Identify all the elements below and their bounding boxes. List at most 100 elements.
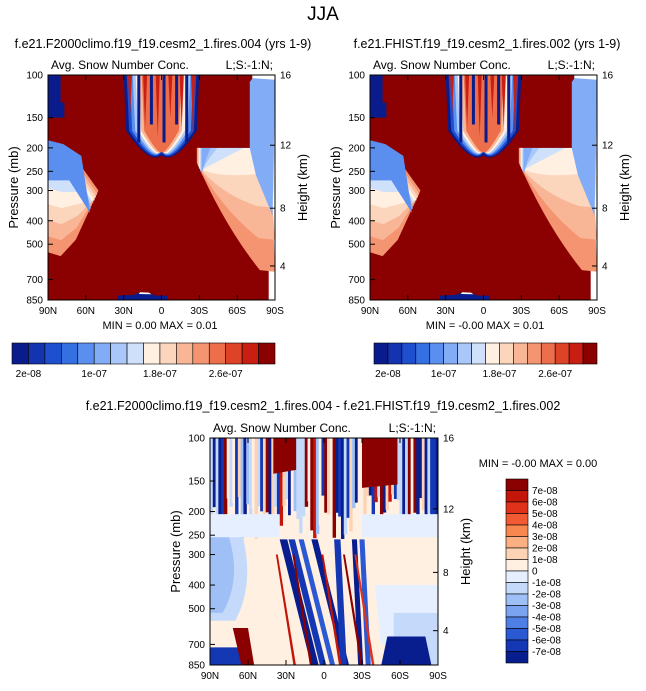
variable-label: Avg. Snow Number Conc.	[373, 58, 511, 72]
colorbar-swatch	[44, 342, 62, 365]
blue-column	[334, 539, 347, 665]
colorbar-swatch	[401, 342, 417, 365]
colorbar-swatch	[11, 342, 29, 365]
y-tick-label: 850	[26, 296, 43, 307]
y-tick-label: 850	[188, 661, 205, 672]
x-tick-label: 90S	[588, 306, 606, 317]
plume-streak	[175, 75, 179, 125]
plume-spike	[513, 75, 518, 137]
red-streak	[275, 554, 296, 665]
x-tick-label: 30N	[436, 306, 454, 317]
blue-diagonal	[279, 539, 319, 665]
x-tick-label: 90N	[39, 306, 57, 317]
colorbar-swatch	[225, 342, 243, 365]
red-streak	[321, 554, 342, 665]
y-tick-label: 400	[188, 581, 205, 592]
colorbar-swatch	[126, 342, 144, 365]
x-tick-label: 0	[159, 306, 165, 317]
y-axis-label: Pressure (mb)	[328, 146, 343, 228]
y-tick-label: 500	[26, 240, 43, 251]
blue-diagonal	[298, 539, 336, 665]
colorbar-panel-1: 2e-08 1e-07 1.8e-07 2.6e-07	[11, 342, 276, 380]
y-axis-label: Pressure (mb)	[6, 146, 21, 228]
x-tick-label: 60S	[391, 671, 409, 682]
upper-streak	[210, 438, 214, 522]
upper-streak	[235, 438, 239, 519]
plume-streak	[471, 75, 475, 125]
upper-streak	[243, 438, 247, 517]
y-tick-label: 700	[188, 640, 205, 651]
colorbar-label: 6e-08	[532, 498, 558, 509]
plume-streak	[185, 75, 189, 143]
colorbar-swatch	[28, 342, 46, 365]
colorbar-swatch	[192, 342, 210, 365]
upper-streak	[310, 438, 314, 531]
colorbar-label: -2e-08	[532, 590, 561, 601]
upper-streak	[349, 438, 353, 532]
units-label: L;S:-1:N;	[548, 58, 595, 72]
case-title: f.e21.F2000climo.f19_f19.cesm2_1.fires.0…	[15, 37, 312, 51]
y2-axis-label: Height (km)	[617, 154, 632, 221]
colorbar-swatch	[505, 605, 529, 618]
y-tick-label: 300	[348, 186, 365, 197]
upper-streak	[332, 438, 336, 538]
y-tick-label: 200	[188, 507, 205, 518]
upper-streak	[352, 438, 356, 509]
colorbar-swatch	[258, 342, 276, 365]
colorbar-swatch	[505, 593, 529, 606]
upper-streak	[262, 438, 267, 531]
colorbar-swatch	[471, 342, 486, 365]
nh-gradient-band	[370, 175, 416, 204]
upper-streak	[221, 438, 225, 516]
nh-gradient-band	[48, 175, 94, 204]
x-tick-label: 60N	[239, 671, 257, 682]
x-tick-label: 30S	[353, 671, 371, 682]
colorbar-label: 4e-08	[532, 521, 558, 532]
colorbar-swatch	[505, 616, 529, 629]
upper-streak	[343, 438, 348, 535]
units-label: L;S:-1:N;	[226, 58, 273, 72]
sh-upper-block	[199, 75, 250, 148]
upper-streak	[226, 438, 231, 499]
upper-streak	[299, 438, 303, 534]
upper-streak	[318, 438, 323, 526]
colorbar-label: 2.6e-07	[209, 369, 243, 380]
upper-streak	[290, 438, 295, 526]
upper-streak	[257, 438, 261, 507]
colorbar-swatch	[208, 342, 226, 365]
upper-streak	[240, 438, 245, 539]
y2-tick-label: 4	[602, 261, 608, 272]
y-tick-label: 200	[348, 143, 365, 154]
variable-label: Avg. Snow Number Conc.	[213, 421, 351, 435]
colorbar-swatch	[241, 342, 259, 365]
plume-spike	[127, 75, 132, 118]
y2-tick-label: 4	[280, 261, 286, 272]
colorbar-swatch	[582, 342, 598, 365]
sh-upper-block	[521, 75, 572, 148]
y-tick-label: 250	[188, 531, 205, 542]
surface-low-edge	[138, 292, 152, 295]
upper-streak	[271, 438, 275, 536]
y2-tick-label: 8	[280, 204, 286, 215]
upper-streak	[419, 438, 423, 499]
y-tick-label: 300	[188, 550, 205, 561]
x-tick-label: 90S	[266, 306, 284, 317]
x-tick-label: 30N	[114, 306, 132, 317]
y-tick-label: 100	[348, 71, 365, 82]
red-patch	[362, 438, 398, 488]
y-tick-label: 150	[26, 113, 43, 124]
y2-axis-label: Height (km)	[295, 154, 310, 221]
colorbar-swatch	[176, 342, 194, 365]
upper-streak	[432, 438, 437, 516]
upper-streak	[279, 438, 284, 526]
colorbar-swatch	[387, 342, 403, 365]
x-tick-label: 60N	[77, 306, 95, 317]
colorbar-swatch	[373, 342, 389, 365]
colorbar-swatch	[505, 513, 529, 526]
plume-streak	[162, 75, 166, 143]
y-tick-label: 250	[26, 167, 43, 178]
upper-streak	[313, 438, 317, 539]
red-streak	[354, 554, 375, 665]
sh-gradient-band	[199, 147, 275, 210]
panel-2: f.e21.FHIST.f19_f19.cesm2_1.fires.002 (y…	[328, 37, 632, 332]
